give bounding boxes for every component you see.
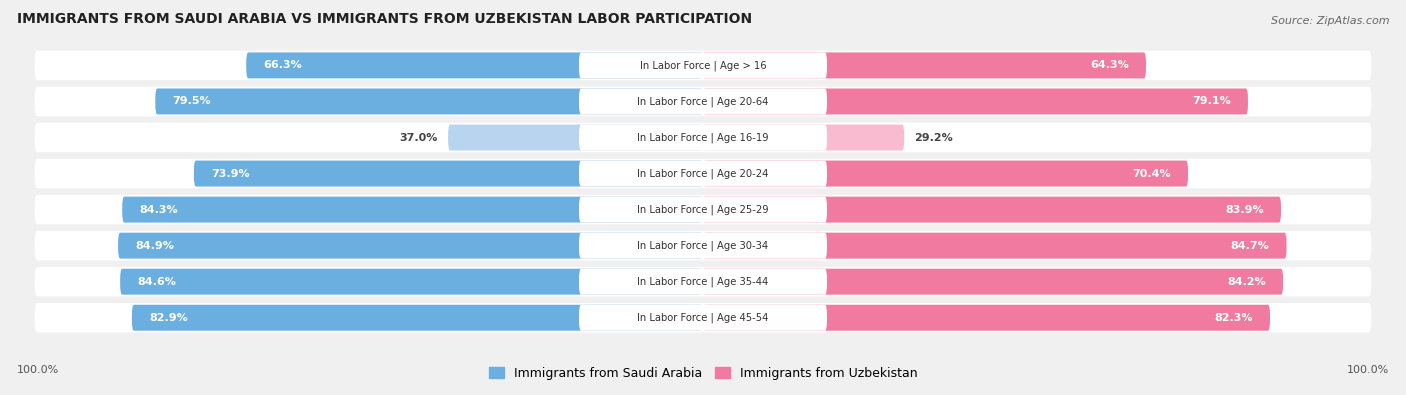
Text: 64.3%: 64.3%	[1090, 60, 1129, 70]
Text: 79.1%: 79.1%	[1192, 96, 1230, 107]
Text: In Labor Force | Age > 16: In Labor Force | Age > 16	[640, 60, 766, 71]
Text: In Labor Force | Age 25-29: In Labor Force | Age 25-29	[637, 204, 769, 215]
Text: 84.9%: 84.9%	[135, 241, 174, 251]
Text: 79.5%: 79.5%	[173, 96, 211, 107]
Text: In Labor Force | Age 20-24: In Labor Force | Age 20-24	[637, 168, 769, 179]
FancyBboxPatch shape	[579, 88, 827, 115]
Text: In Labor Force | Age 45-54: In Labor Force | Age 45-54	[637, 312, 769, 323]
FancyBboxPatch shape	[35, 267, 1371, 297]
Text: 73.9%: 73.9%	[211, 169, 250, 179]
FancyBboxPatch shape	[35, 123, 1371, 152]
FancyBboxPatch shape	[118, 233, 703, 259]
Text: 66.3%: 66.3%	[263, 60, 302, 70]
Text: In Labor Force | Age 30-34: In Labor Force | Age 30-34	[637, 241, 769, 251]
FancyBboxPatch shape	[35, 87, 1371, 116]
FancyBboxPatch shape	[132, 305, 703, 331]
FancyBboxPatch shape	[122, 197, 703, 222]
FancyBboxPatch shape	[703, 53, 1146, 78]
FancyBboxPatch shape	[579, 124, 827, 150]
FancyBboxPatch shape	[246, 53, 703, 78]
Text: In Labor Force | Age 16-19: In Labor Force | Age 16-19	[637, 132, 769, 143]
FancyBboxPatch shape	[35, 195, 1371, 224]
FancyBboxPatch shape	[35, 303, 1371, 333]
Text: 84.7%: 84.7%	[1230, 241, 1270, 251]
FancyBboxPatch shape	[703, 88, 1249, 115]
FancyBboxPatch shape	[35, 51, 1371, 80]
FancyBboxPatch shape	[579, 233, 827, 259]
FancyBboxPatch shape	[703, 161, 1188, 186]
Text: 100.0%: 100.0%	[17, 365, 59, 375]
Text: 84.3%: 84.3%	[139, 205, 179, 214]
FancyBboxPatch shape	[579, 305, 827, 331]
FancyBboxPatch shape	[579, 197, 827, 222]
Text: 100.0%: 100.0%	[1347, 365, 1389, 375]
Text: In Labor Force | Age 20-64: In Labor Force | Age 20-64	[637, 96, 769, 107]
FancyBboxPatch shape	[155, 88, 703, 115]
Text: 82.9%: 82.9%	[149, 313, 188, 323]
Text: 82.3%: 82.3%	[1215, 313, 1253, 323]
FancyBboxPatch shape	[579, 269, 827, 295]
FancyBboxPatch shape	[120, 269, 703, 295]
FancyBboxPatch shape	[703, 197, 1281, 222]
Text: In Labor Force | Age 35-44: In Labor Force | Age 35-44	[637, 276, 769, 287]
Text: 29.2%: 29.2%	[914, 132, 953, 143]
FancyBboxPatch shape	[579, 53, 827, 78]
Legend: Immigrants from Saudi Arabia, Immigrants from Uzbekistan: Immigrants from Saudi Arabia, Immigrants…	[484, 362, 922, 385]
Text: IMMIGRANTS FROM SAUDI ARABIA VS IMMIGRANTS FROM UZBEKISTAN LABOR PARTICIPATION: IMMIGRANTS FROM SAUDI ARABIA VS IMMIGRAN…	[17, 12, 752, 26]
FancyBboxPatch shape	[703, 124, 904, 150]
FancyBboxPatch shape	[35, 159, 1371, 188]
FancyBboxPatch shape	[579, 161, 827, 186]
FancyBboxPatch shape	[703, 233, 1286, 259]
Text: 84.2%: 84.2%	[1227, 276, 1265, 287]
FancyBboxPatch shape	[194, 161, 703, 186]
Text: 37.0%: 37.0%	[399, 132, 437, 143]
Text: 84.6%: 84.6%	[138, 276, 176, 287]
Text: 70.4%: 70.4%	[1132, 169, 1171, 179]
Text: Source: ZipAtlas.com: Source: ZipAtlas.com	[1271, 16, 1389, 26]
Text: 83.9%: 83.9%	[1225, 205, 1264, 214]
FancyBboxPatch shape	[703, 305, 1270, 331]
FancyBboxPatch shape	[35, 231, 1371, 260]
FancyBboxPatch shape	[703, 269, 1284, 295]
FancyBboxPatch shape	[449, 124, 703, 150]
